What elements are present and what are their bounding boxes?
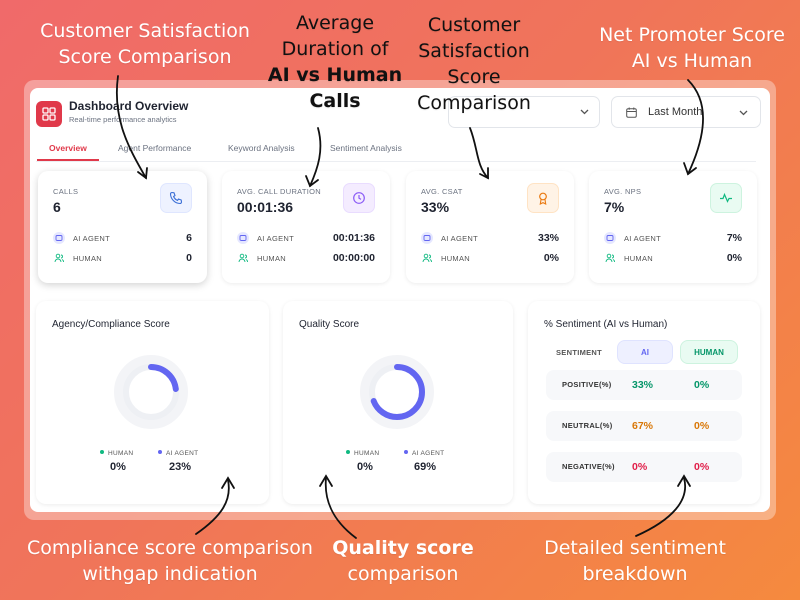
calls-ai-row: AI AGENT 6 [53, 232, 192, 246]
callout-nps: Net Promoter Score AI vs Human [599, 24, 785, 72]
date-range-dropdown[interactable]: Last Month [611, 96, 761, 128]
quality-ai-legend: AI AGENT [404, 450, 444, 457]
csat-value: 33% [421, 199, 450, 215]
chevron-down-icon [580, 109, 589, 115]
csat-ai-row: AI AGENT 33% [421, 232, 559, 246]
ai-agent-icon [237, 232, 249, 244]
quality-ai-value: 69% [414, 461, 437, 473]
filter-dropdown[interactable] [448, 96, 600, 128]
page-subtitle: Real-time performance analytics [69, 115, 177, 124]
tab-sentiment-analysis[interactable]: Sentiment Analysis [330, 143, 402, 153]
clock-icon [343, 183, 375, 213]
sentiment-row-negative: NEGATIVE(%) 0% 0% [546, 452, 742, 482]
tab-overview[interactable]: Overview [37, 143, 99, 161]
compliance-title: Agency/Compliance Score [52, 319, 170, 330]
nps-label: AVG. NPS [604, 187, 642, 196]
activity-icon [710, 183, 742, 213]
quality-human-legend: HUMAN [346, 450, 379, 457]
sentiment-row-positive: POSITIVE(%) 33% 0% [546, 370, 742, 400]
quality-ai-arc [369, 364, 425, 420]
compliance-donut [114, 355, 188, 429]
compliance-human-legend: HUMAN [100, 450, 133, 457]
human-icon [604, 252, 616, 264]
callout-sentiment: Detailed sentiment breakdown [544, 537, 726, 585]
callout-csat-right: Customer Satisfaction Score Comparison [417, 14, 531, 114]
quality-title: Quality Score [299, 319, 360, 330]
sentiment-title: % Sentiment (AI vs Human) [544, 319, 668, 330]
calls-card[interactable]: CALLS 6 AI AGENT 6 HUMAN 0 [38, 171, 207, 283]
phone-icon [160, 183, 192, 213]
nps-card[interactable]: AVG. NPS 7% AI AGENT 7% HUMAN 0% [589, 171, 757, 283]
date-range-label: Last Month [648, 106, 703, 118]
callout-compliance: Compliance score comparison withgap indic… [27, 537, 313, 585]
duration-label: AVG. CALL DURATION [237, 187, 322, 196]
quality-donut [360, 355, 434, 429]
sentiment-col-human: HUMAN [680, 340, 738, 364]
page-title: Dashboard Overview [69, 99, 189, 113]
tab-agent-performance[interactable]: Agent Performance [118, 143, 192, 153]
compliance-ai-legend: AI AGENT [158, 450, 198, 457]
dashboard-header: Dashboard Overview Real-time performance… [36, 99, 336, 131]
calendar-icon [626, 107, 637, 118]
tab-bar: Overview Agent Performance Keyword Analy… [36, 140, 756, 162]
duration-ai-row: AI AGENT 00:01:36 [237, 232, 375, 246]
compliance-human-value: 0% [110, 461, 126, 473]
human-icon [53, 252, 65, 264]
dashboard-logo-icon [36, 101, 62, 127]
sentiment-col-label: SENTIMENT [556, 348, 603, 357]
duration-card[interactable]: AVG. CALL DURATION 00:01:36 AI AGENT 00:… [222, 171, 390, 283]
csat-card[interactable]: AVG. CSAT 33% AI AGENT 33% HUMAN 0% [406, 171, 574, 283]
human-icon [237, 252, 249, 264]
csat-human-row: HUMAN 0% [421, 252, 559, 266]
nps-human-row: HUMAN 0% [604, 252, 742, 266]
compliance-ai-arc [123, 364, 179, 420]
ai-agent-icon [53, 232, 65, 244]
sentiment-col-ai: AI [617, 340, 673, 364]
csat-label: AVG. CSAT [421, 187, 463, 196]
duration-value: 00:01:36 [237, 199, 294, 215]
calls-label: CALLS [53, 187, 79, 196]
human-icon [421, 252, 433, 264]
quality-human-value: 0% [357, 461, 373, 473]
callout-quality: Quality score comparison [332, 537, 474, 585]
award-icon [527, 183, 559, 213]
ai-agent-icon [421, 232, 433, 244]
tab-keyword-analysis[interactable]: Keyword Analysis [228, 143, 295, 153]
ai-agent-icon [604, 232, 616, 244]
callout-duration: Average Duration of AI vs Human Calls [267, 12, 403, 112]
compliance-ai-value: 23% [169, 461, 192, 473]
nps-ai-row: AI AGENT 7% [604, 232, 742, 246]
sentiment-row-neutral: NEUTRAL(%) 67% 0% [546, 411, 742, 441]
calls-value: 6 [53, 199, 61, 215]
quality-card: Quality Score HUMAN AI AGENT 0% 69% [283, 301, 513, 504]
duration-human-row: HUMAN 00:00:00 [237, 252, 375, 266]
chevron-down-icon [739, 110, 748, 116]
nps-value: 7% [604, 199, 625, 215]
compliance-card: Agency/Compliance Score HUMAN AI AGENT 0… [36, 301, 269, 504]
callout-csat-left: Customer Satisfaction Score Comparison [40, 20, 250, 68]
calls-human-row: HUMAN 0 [53, 252, 192, 266]
